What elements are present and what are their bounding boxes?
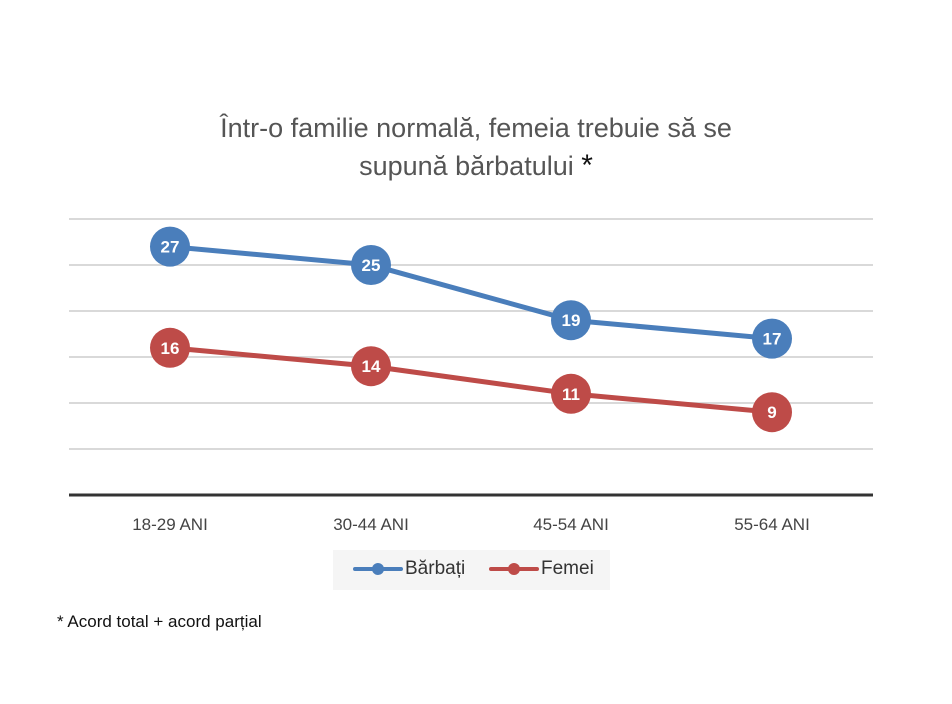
data-point xyxy=(150,327,190,368)
chart-title-text: supună bărbatului xyxy=(359,151,574,181)
footnote: * Acord total + acord parțial xyxy=(57,612,262,631)
x-tick-label: 18-29 ANI xyxy=(132,515,208,534)
data-label: 17 xyxy=(763,330,782,349)
chart-title-line2: supună bărbatului * xyxy=(0,148,952,184)
legend-label-femei: Femei xyxy=(541,558,594,579)
legend-item-femei: Femei xyxy=(489,558,594,580)
data-label: 9 xyxy=(767,403,776,422)
data-point xyxy=(752,318,792,359)
chart-title-line1: Într-o familie normală, femeia trebuie s… xyxy=(220,113,732,143)
data-point xyxy=(551,373,591,414)
data-point xyxy=(150,226,190,267)
x-tick-label: 45-54 ANI xyxy=(533,515,609,534)
data-label: 27 xyxy=(161,238,180,257)
data-point xyxy=(351,245,391,285)
data-label: 11 xyxy=(562,385,580,404)
x-tick-label: 55-64 ANI xyxy=(734,515,810,534)
data-point xyxy=(351,346,391,387)
series-line-1 xyxy=(169,345,773,415)
data-label: 16 xyxy=(161,339,180,358)
data-label: 19 xyxy=(562,311,581,330)
x-tick-label: 30-44 ANI xyxy=(333,515,409,534)
title-asterisk: * xyxy=(581,149,593,182)
legend: Bărbați Femei xyxy=(333,550,610,590)
data-point xyxy=(551,300,591,341)
legend-swatch-barbati xyxy=(353,559,403,579)
data-label: 14 xyxy=(362,357,381,376)
data-point xyxy=(752,392,792,433)
legend-item-barbati: Bărbați xyxy=(353,558,465,580)
data-label: 25 xyxy=(362,256,381,275)
legend-swatch-femei xyxy=(489,559,539,579)
legend-label-barbati: Bărbați xyxy=(405,558,466,579)
series-line-0 xyxy=(169,244,773,342)
